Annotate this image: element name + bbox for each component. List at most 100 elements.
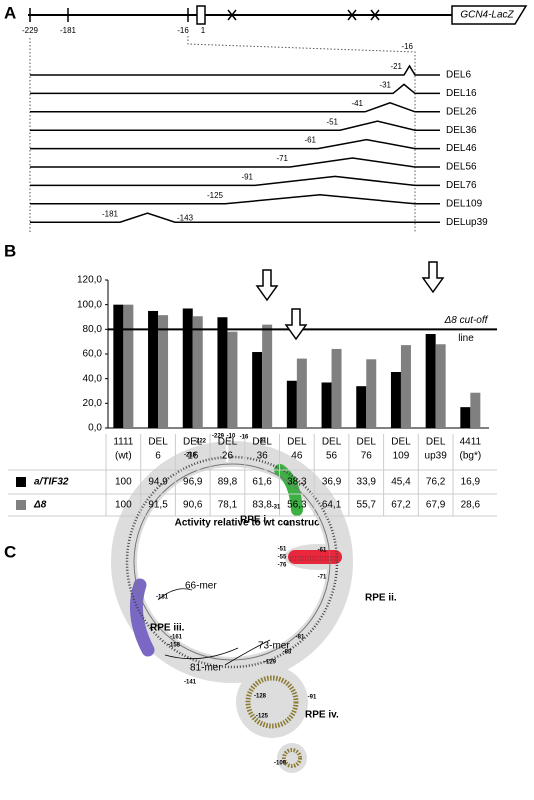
position-label: -61 xyxy=(318,548,327,554)
position: -16 xyxy=(401,42,413,51)
bar xyxy=(148,310,159,428)
row-name: DEL26 xyxy=(446,106,477,117)
y-tick-label: 20,0 xyxy=(83,398,103,409)
x-tick-label: (bg*) xyxy=(460,451,482,462)
legend-label: Δ8 xyxy=(33,500,47,511)
bar xyxy=(400,345,411,428)
panel-label: C xyxy=(4,542,16,561)
bar xyxy=(182,308,193,428)
position: -181 xyxy=(60,26,77,35)
deletion-start: -31 xyxy=(379,81,391,90)
bar xyxy=(158,315,169,428)
value-label: 45,4 xyxy=(391,477,411,488)
value-label: 83,8 xyxy=(252,500,272,511)
panel-label: B xyxy=(4,241,16,260)
value-label: 55,7 xyxy=(357,500,377,511)
value-label: 94,9 xyxy=(148,477,168,488)
x-tick-label: 109 xyxy=(393,451,410,462)
x-tick-label: 26 xyxy=(222,451,234,462)
rna-ring xyxy=(125,455,339,669)
cutoff-label: Δ8 cut-off xyxy=(444,315,489,326)
bar xyxy=(321,382,332,428)
y-tick-label: 60,0 xyxy=(83,349,103,360)
x-tick-label: 46 xyxy=(291,451,303,462)
y-tick-label: 80,0 xyxy=(83,324,103,335)
x-tick-label: DEL xyxy=(357,437,377,448)
deletion-start: -91 xyxy=(241,173,253,182)
y-tick-label: 40,0 xyxy=(83,373,103,384)
legend-swatch xyxy=(16,477,26,487)
bar xyxy=(356,386,367,428)
value-label: 38,3 xyxy=(287,477,307,488)
x-tick-label: 76 xyxy=(361,451,373,462)
construct-line xyxy=(30,138,440,150)
x-axis-label: Activity relative to wt construct (%) xyxy=(175,518,342,529)
position-label: -161 xyxy=(170,635,183,641)
x-tick-label: DEL xyxy=(426,437,446,448)
loop-arcs xyxy=(157,588,271,666)
y-tick-label: 120,0 xyxy=(77,275,102,286)
position-label: -141 xyxy=(184,680,197,686)
position-label: -21 xyxy=(258,439,267,445)
x-tick-label: 4411 xyxy=(460,437,482,448)
cutoff-label: line xyxy=(458,333,474,344)
construct-line xyxy=(30,175,440,187)
region-label: RPE ii. xyxy=(365,593,397,604)
bar xyxy=(286,380,297,428)
bar xyxy=(425,334,436,428)
gene-name: GCN4-LacZ xyxy=(460,10,514,21)
x-tick-label: DEL xyxy=(391,437,411,448)
construct-line xyxy=(30,120,440,131)
value-label: 36,9 xyxy=(322,477,342,488)
row-name: DEL36 xyxy=(446,125,477,136)
value-label: 28,6 xyxy=(461,500,481,511)
bar xyxy=(331,348,342,428)
position: 1 xyxy=(201,26,206,35)
value-label: 90,6 xyxy=(183,500,203,511)
value-label: 76,2 xyxy=(426,477,446,488)
bar xyxy=(252,352,263,428)
markers xyxy=(29,5,380,25)
bar xyxy=(296,358,307,428)
position-label: -51 xyxy=(278,547,287,553)
position-label: -76 xyxy=(278,563,287,569)
construct-line xyxy=(30,64,440,76)
bar xyxy=(217,317,228,428)
loop-label: 73-mer xyxy=(258,641,290,652)
value-label: 16,9 xyxy=(461,477,481,488)
value-label: 89,8 xyxy=(218,477,238,488)
bar xyxy=(435,344,446,428)
bar xyxy=(460,407,471,428)
value-label: 96,9 xyxy=(183,477,203,488)
value-label: 33,9 xyxy=(357,477,377,488)
bar xyxy=(470,392,481,428)
value-label: 78,1 xyxy=(218,500,238,511)
position: -16 xyxy=(177,26,189,35)
y-tick-label: 0,0 xyxy=(88,423,102,434)
value-label: 56,3 xyxy=(287,500,307,511)
reporter-box xyxy=(451,5,528,25)
position-label: -31 xyxy=(272,505,281,511)
bar xyxy=(123,304,134,428)
panel-label: A xyxy=(4,3,16,22)
deletion-start: -71 xyxy=(276,154,288,163)
deletion-start: -51 xyxy=(326,117,338,126)
shadow xyxy=(277,743,307,773)
bar xyxy=(390,372,401,428)
legend-swatch xyxy=(16,500,26,510)
bar xyxy=(262,324,273,428)
x-tick-label: DEL xyxy=(218,437,238,448)
x-tick-label: 56 xyxy=(326,451,338,462)
position-label: -128 xyxy=(254,694,267,700)
position-label: -125 xyxy=(256,714,269,720)
rna-ring xyxy=(133,463,331,661)
row-name: DEL16 xyxy=(446,88,477,99)
value-label: 67,9 xyxy=(426,500,446,511)
deletion-start: -61 xyxy=(304,136,316,145)
rpe-i xyxy=(274,464,303,516)
bar xyxy=(227,331,238,428)
value-label: 64,1 xyxy=(322,500,342,511)
construct-line xyxy=(30,212,440,223)
position-label: -229 xyxy=(212,434,225,440)
